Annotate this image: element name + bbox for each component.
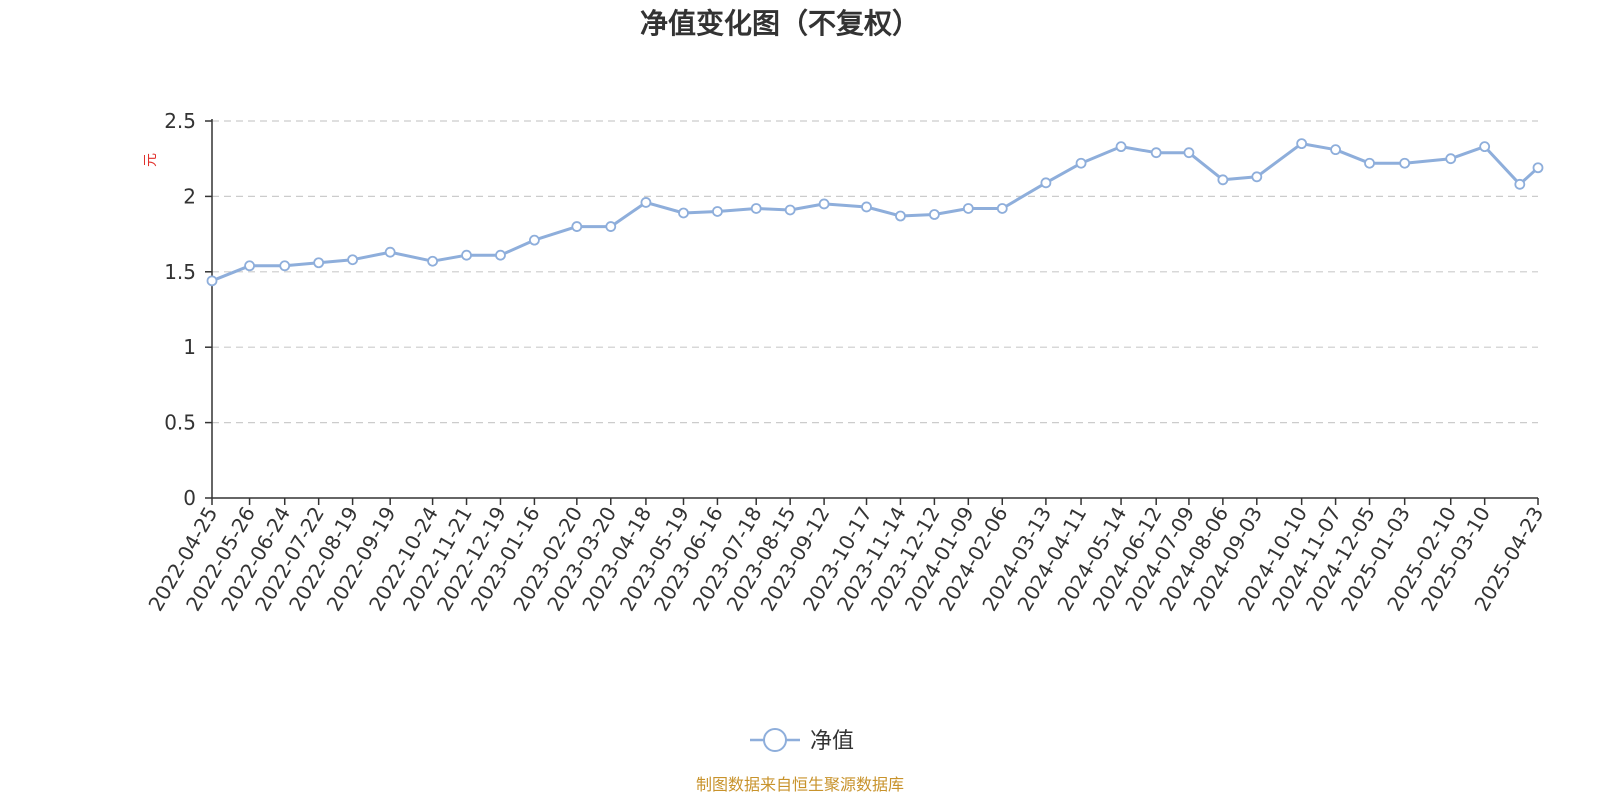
data-point[interactable] <box>678 207 689 219</box>
data-point[interactable] <box>1183 147 1195 159</box>
axes <box>211 119 1538 499</box>
data-point[interactable] <box>895 210 906 222</box>
data-point[interactable] <box>962 203 974 214</box>
data-point[interactable] <box>529 234 540 246</box>
series-path <box>211 142 1540 283</box>
y-axis-ticks: 0 0.5 1 1.5 2 2.5 <box>164 109 212 510</box>
data-point[interactable] <box>928 209 940 220</box>
data-point[interactable] <box>818 198 830 210</box>
y-tick-label: 0 <box>183 486 196 510</box>
data-point[interactable] <box>605 221 617 232</box>
legend-circle-marker <box>763 728 787 752</box>
data-point[interactable] <box>461 249 472 261</box>
data-point[interactable] <box>1251 171 1263 183</box>
data-point[interactable] <box>784 204 796 216</box>
data-point[interactable] <box>1150 147 1162 159</box>
data-point[interactable] <box>712 206 723 217</box>
data-point[interactable] <box>640 197 652 208</box>
y-tick-label: 1.5 <box>164 260 196 284</box>
data-point[interactable] <box>750 203 762 214</box>
data-point[interactable] <box>313 257 325 269</box>
data-point[interactable] <box>347 254 358 266</box>
y-tick-label: 2 <box>183 184 196 208</box>
data-point[interactable] <box>1532 162 1544 174</box>
data-point[interactable] <box>1364 157 1375 169</box>
data-source-note: 制图数据来自恒生聚源数据库 <box>696 775 904 794</box>
y-axis-unit-label: 元 <box>143 153 159 167</box>
data-point[interactable] <box>1399 157 1411 169</box>
data-point[interactable] <box>244 260 255 272</box>
grid-lines <box>212 120 1538 424</box>
y-tick-label: 1 <box>183 335 196 359</box>
chart-title: 净值变化图（不复权） <box>640 7 920 40</box>
data-point[interactable] <box>1479 141 1491 153</box>
data-point[interactable] <box>1445 153 1457 165</box>
data-point[interactable] <box>996 203 1008 214</box>
legend-label: 净值 <box>810 729 854 754</box>
data-point[interactable] <box>861 201 872 213</box>
legend[interactable]: 净值 <box>750 728 854 754</box>
data-point[interactable] <box>1217 174 1229 186</box>
data-point[interactable] <box>206 275 218 287</box>
series-line <box>211 142 1540 283</box>
data-point[interactable] <box>1330 144 1341 156</box>
data-point[interactable] <box>1115 141 1127 153</box>
y-tick-label: 2.5 <box>164 109 196 133</box>
data-point[interactable] <box>495 249 506 261</box>
data-point[interactable] <box>384 246 396 258</box>
series-points <box>206 138 1544 287</box>
y-tick-label: 0.5 <box>164 411 196 435</box>
data-point[interactable] <box>279 260 291 272</box>
data-point[interactable] <box>1296 138 1308 150</box>
data-point[interactable] <box>1040 177 1052 189</box>
x-axis-ticks: 2022-04-252022-05-262022-06-242022-07-22… <box>143 498 1548 615</box>
data-point[interactable] <box>571 221 583 232</box>
data-point[interactable] <box>427 255 438 267</box>
data-point[interactable] <box>1514 178 1526 190</box>
data-point[interactable] <box>1075 157 1087 169</box>
